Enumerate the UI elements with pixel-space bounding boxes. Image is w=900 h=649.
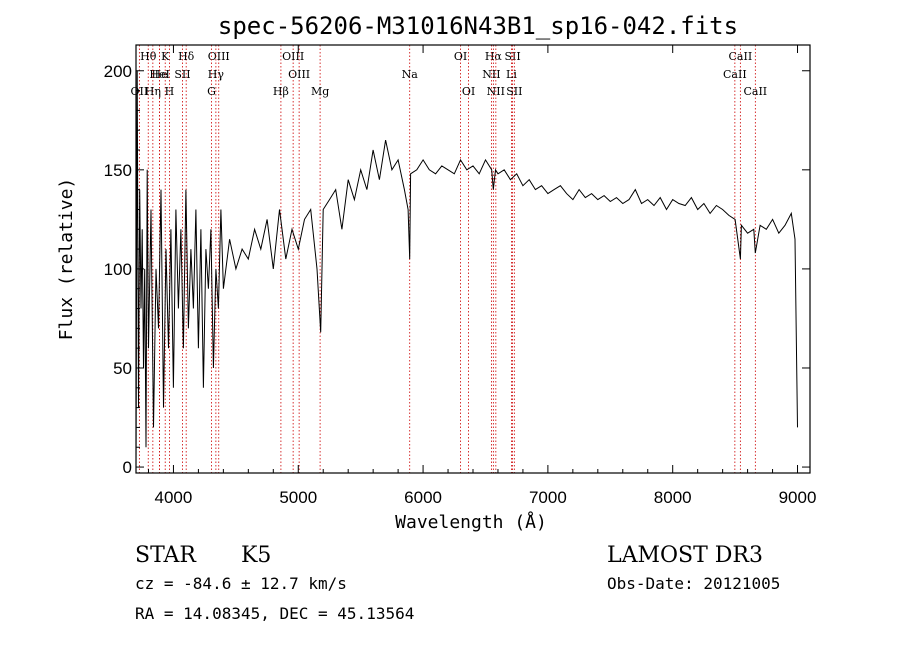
line-marker-label: OIII <box>288 68 310 81</box>
line-marker-label: Hη <box>145 85 161 98</box>
x-tick-label: 7000 <box>529 488 567 507</box>
line-marker-label: NII <box>482 68 500 81</box>
line-marker-label: Mg <box>311 85 329 98</box>
line-marker-label: OIII <box>282 50 304 63</box>
line-marker-label: SII <box>506 85 522 98</box>
line-marker-label: H <box>165 85 175 98</box>
series-line-flux <box>135 70 798 468</box>
y-tick-label: 50 <box>113 359 132 378</box>
line-marker-label: Hδ <box>178 50 195 63</box>
line-marker-label: NII <box>487 85 505 98</box>
x-axis-label: Wavelength (Å) <box>395 511 547 533</box>
line-marker-label: Hα <box>485 50 503 63</box>
object-class: STAR <box>135 543 197 568</box>
axes: 4000 5000 6000 7000 8000 9000 0 50 100 150 200 <box>104 45 817 507</box>
line-marker-label: HeI <box>149 68 169 81</box>
line-marker-label: CaII <box>729 50 753 63</box>
line-marker-label: Hβ <box>273 85 289 98</box>
line-marker-label: CaII <box>723 68 747 81</box>
line-marker-label: Hθ <box>140 50 157 63</box>
x-tick-label: 4000 <box>155 488 193 507</box>
y-tick-label: 0 <box>123 458 132 477</box>
coordinates: RA = 14.08345, DEC = 45.13564 <box>135 604 414 623</box>
x-tick-label: 8000 <box>654 488 692 507</box>
obs-date: Obs-Date: 20121005 <box>607 574 780 593</box>
y-tick-label: 200 <box>104 62 132 81</box>
line-marker-label: OIII <box>208 50 230 63</box>
line-marker-label: Li <box>506 68 517 81</box>
line-marker-label: Na <box>402 68 419 81</box>
line-marker-label: OI <box>454 50 467 63</box>
y-tick-label: 100 <box>104 260 132 279</box>
line-marker-label: SII <box>504 50 520 63</box>
line-marker-label: SII <box>174 68 190 81</box>
x-tick-label: 9000 <box>779 488 817 507</box>
line-marker-label: G <box>207 85 216 98</box>
y-axis-label: Flux (relative) <box>56 178 77 341</box>
line-marker-label: CaII <box>743 85 767 98</box>
y-tick-label: 150 <box>104 161 132 180</box>
line-marker-label: OII <box>131 85 149 98</box>
info-panel: STAR K5 LAMOST DR3 cz = -84.6 ± 12.7 km/… <box>135 543 780 623</box>
survey-name: LAMOST DR3 <box>607 543 763 568</box>
line-marker-label: OI <box>462 85 475 98</box>
object-subclass: K5 <box>241 543 271 568</box>
x-tick-label: 6000 <box>404 488 442 507</box>
redshift-text: cz = -84.6 ± 12.7 km/s <box>135 574 347 593</box>
plot-frame <box>135 44 811 474</box>
x-tick-label: 5000 <box>279 488 317 507</box>
chart-title: spec-56206-M31016N43B1_sp16-042.fits <box>218 12 738 40</box>
line-marker-label: Hγ <box>208 68 225 81</box>
line-marker-label: K <box>161 50 170 63</box>
